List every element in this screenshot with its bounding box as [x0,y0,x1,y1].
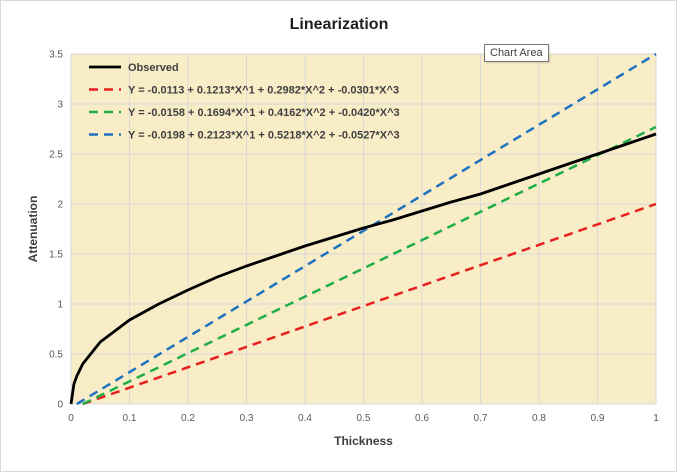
y-axis-title: Attenuation [26,196,40,263]
x-tick-label: 0.1 [123,413,137,424]
series-line-2[interactable] [82,125,657,406]
y-tick-label: 1.5 [49,250,63,261]
y-tick-label: 3.5 [49,50,63,61]
x-tick-label: 0.7 [474,413,488,424]
chart-area-tooltip: Chart Area [484,44,549,62]
x-tick-label: 0.4 [298,413,312,424]
y-tick-label: 1 [57,300,63,311]
y-tick-label: 2 [57,200,63,211]
legend-entry[interactable]: Y = -0.0198 + 0.2123*X^1 + 0.5218*X^2 + … [128,130,400,142]
x-tick-label: 0.2 [181,413,195,424]
y-tick-label: 0.5 [49,350,63,361]
x-tick-label: 0.6 [415,413,429,424]
series-lines [69,52,657,406]
legend-entry[interactable]: Y = -0.0113 + 0.1213*X^1 + 0.2982*X^2 + … [128,85,399,97]
legend-entry[interactable]: Y = -0.0158 + 0.1694*X^1 + 0.4162*X^2 + … [128,107,400,119]
x-tick-label: 0.3 [240,413,254,424]
series-line-3[interactable] [76,52,657,406]
gridlines [70,53,657,405]
series-line-1[interactable] [82,202,657,406]
chart-title: Linearization [290,16,389,33]
legend-entry[interactable]: Observed [128,62,179,74]
y-tick-label: 2.5 [49,150,63,161]
y-tick-label: 3 [57,100,63,111]
x-tick-label: 0 [68,413,74,424]
x-axis-title: Thickness [334,434,393,448]
legend[interactable]: Observed Y = -0.0113 + 0.1213*X^1 + 0.298… [89,62,400,142]
y-axis-ticks: 0 0.5 1 1.5 2 2.5 3 3.5 [49,50,63,411]
x-tick-label: 0.9 [591,413,605,424]
x-axis-ticks: 0 0.1 0.2 0.3 0.4 0.5 0.6 0.7 0.8 0.9 1 [68,413,659,424]
x-tick-label: 0.8 [532,413,546,424]
x-tick-label: 1 [653,413,659,424]
series-line-0[interactable] [69,132,657,405]
x-tick-label: 0.5 [357,413,371,424]
y-tick-label: 0 [57,400,63,411]
